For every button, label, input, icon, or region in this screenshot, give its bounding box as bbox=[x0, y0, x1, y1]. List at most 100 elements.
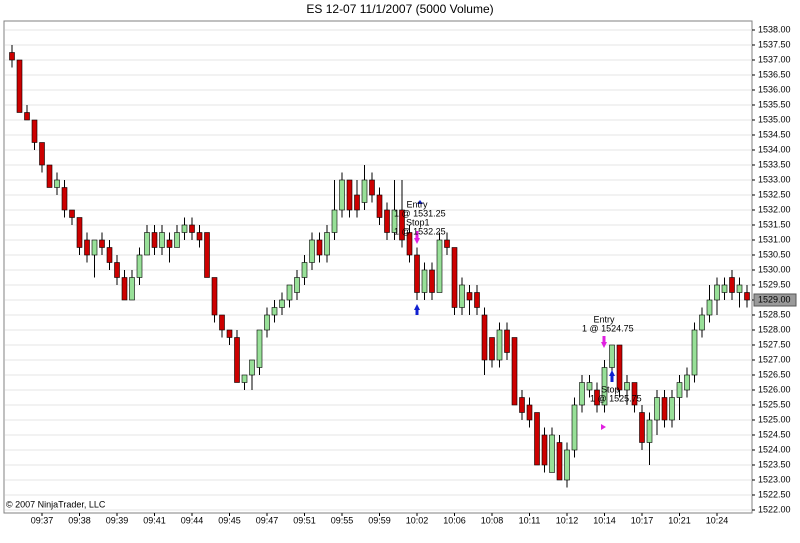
x-tick-label: 10:14 bbox=[593, 515, 616, 525]
candle-body bbox=[549, 434, 555, 473]
candle-body bbox=[676, 382, 683, 398]
candle-body bbox=[646, 419, 653, 443]
x-tick-label: 09:45 bbox=[218, 515, 241, 525]
annotation: Entry bbox=[406, 199, 428, 209]
y-tick-label: 1530.50 bbox=[758, 249, 791, 259]
y-tick-label: 1533.00 bbox=[758, 174, 791, 184]
candle-body bbox=[474, 292, 480, 308]
candle-body bbox=[189, 224, 195, 233]
y-tick-label: 1531.00 bbox=[758, 234, 791, 244]
x-tick-label: 09:39 bbox=[106, 515, 129, 525]
annotation: 1 @ 1524.75 bbox=[582, 323, 634, 333]
y-tick-label: 1535.00 bbox=[758, 114, 791, 124]
annotation: Stop1 bbox=[406, 217, 430, 227]
candle-body bbox=[384, 209, 390, 233]
candle-body bbox=[639, 412, 645, 443]
x-tick-label: 10:11 bbox=[519, 515, 541, 525]
candle-body bbox=[534, 412, 540, 466]
candle-body bbox=[61, 187, 68, 211]
candle-body bbox=[24, 112, 30, 121]
candle-body bbox=[144, 232, 150, 256]
candle-body bbox=[331, 209, 338, 233]
y-tick-label: 1528.50 bbox=[758, 309, 791, 319]
candle-body bbox=[594, 389, 600, 406]
annotation: 1 @ 1531.25 bbox=[394, 208, 446, 218]
y-tick-label: 1526.00 bbox=[758, 384, 791, 394]
x-tick-label: 09:59 bbox=[368, 515, 391, 525]
y-tick-label: 1535.50 bbox=[758, 99, 791, 109]
candle-body bbox=[691, 329, 698, 376]
y-tick-label: 1522.50 bbox=[758, 489, 791, 499]
candle-body bbox=[481, 314, 488, 361]
last-price-box bbox=[753, 293, 797, 307]
candle-body bbox=[601, 367, 608, 406]
candle-body bbox=[271, 307, 278, 316]
x-tick-label: 10:08 bbox=[481, 515, 504, 525]
candle-body bbox=[624, 382, 630, 391]
x-tick-label: 09:38 bbox=[68, 515, 91, 525]
y-tick-label: 1523.00 bbox=[758, 474, 791, 484]
candle-body bbox=[16, 59, 23, 113]
y-tick-label: 1536.00 bbox=[758, 84, 791, 94]
x-tick-label: 10:02 bbox=[406, 515, 429, 525]
candle-body bbox=[729, 277, 735, 293]
candle-body bbox=[234, 337, 240, 383]
x-tick-label: 10:17 bbox=[631, 515, 654, 525]
candle-body bbox=[421, 269, 428, 293]
trade-markers bbox=[414, 200, 615, 430]
candle-body bbox=[69, 209, 75, 218]
y-tick-label: 1534.00 bbox=[758, 144, 791, 154]
y-tick-label: 1525.50 bbox=[758, 399, 791, 409]
candle-body bbox=[616, 344, 623, 391]
x-tick-label: 09:47 bbox=[256, 515, 279, 525]
candle-body bbox=[526, 404, 533, 421]
candle-body bbox=[76, 217, 83, 248]
candle-body bbox=[631, 382, 638, 406]
stop-arrow bbox=[609, 370, 615, 382]
candle-body bbox=[519, 397, 525, 413]
candle-body bbox=[9, 52, 15, 61]
candle-body bbox=[354, 194, 360, 211]
candle-body bbox=[301, 262, 308, 278]
candle-body bbox=[721, 284, 728, 293]
y-tick-label: 1533.50 bbox=[758, 159, 791, 169]
candle-body bbox=[39, 142, 45, 166]
candle-body bbox=[249, 359, 255, 376]
candle-body bbox=[436, 239, 443, 293]
candle-body bbox=[654, 397, 660, 421]
x-tick-label: 10:24 bbox=[706, 515, 729, 525]
candle-body bbox=[669, 397, 675, 421]
y-tick-label: 1524.50 bbox=[758, 429, 791, 439]
candle-body bbox=[264, 314, 270, 331]
candle-body bbox=[451, 247, 458, 308]
y-tick-label: 1528.00 bbox=[758, 324, 791, 334]
candle-body bbox=[256, 329, 263, 368]
candle-body bbox=[166, 239, 173, 248]
candle-body bbox=[339, 179, 345, 211]
candle-body bbox=[361, 179, 368, 203]
y-tick-label: 1536.50 bbox=[758, 69, 791, 79]
candle-body bbox=[661, 397, 668, 421]
candle-body bbox=[129, 277, 135, 301]
candle-body bbox=[579, 382, 585, 406]
candle-body bbox=[114, 262, 120, 278]
candle-body bbox=[159, 232, 165, 248]
y-tick-label: 1527.50 bbox=[758, 339, 791, 349]
candle-body bbox=[684, 374, 690, 391]
candle-body bbox=[204, 232, 210, 278]
y-tick-label: 1522.00 bbox=[758, 504, 791, 514]
y-tick-label: 1530.00 bbox=[758, 264, 791, 274]
candle-body bbox=[316, 239, 323, 256]
candle-body bbox=[151, 232, 158, 248]
candle-body bbox=[211, 277, 218, 316]
y-tick-label: 1529.50 bbox=[758, 279, 791, 289]
candle-body bbox=[31, 119, 38, 143]
annotation: 1 @ 1532.25 bbox=[394, 226, 446, 236]
candle-body bbox=[736, 284, 743, 293]
annotation: Stop bbox=[601, 384, 620, 394]
y-tick-label: 1537.50 bbox=[758, 39, 791, 49]
candle-body bbox=[219, 314, 225, 331]
candle-body bbox=[391, 209, 398, 233]
